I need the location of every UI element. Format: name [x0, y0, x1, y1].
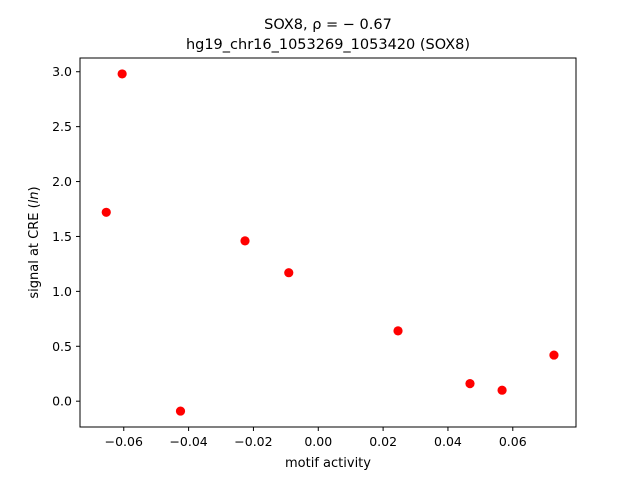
x-axis: −0.06 −0.04 −0.02 0.00 0.02 0.04 0.06 [105, 427, 527, 449]
data-point [497, 385, 507, 395]
y-tick-label: 2.5 [52, 119, 72, 134]
data-point [284, 268, 294, 278]
y-axis-label-prefix: signal at CRE ( [27, 203, 42, 298]
x-tick-label: −0.06 [105, 434, 143, 449]
y-axis-label-suffix: ) [27, 186, 42, 191]
y-tick-label: 1.0 [52, 284, 72, 299]
x-tick-label: 0.00 [304, 434, 332, 449]
y-axis-label: signal at CRE (ln) [27, 186, 42, 298]
x-tick-label: −0.04 [169, 434, 207, 449]
data-point [393, 326, 403, 336]
plot-area-frame [79, 57, 577, 428]
data-point [101, 207, 111, 217]
x-tick-label: −0.02 [234, 434, 272, 449]
data-point [465, 379, 475, 389]
points-layer [101, 69, 559, 416]
x-tick-label: 0.02 [369, 434, 397, 449]
y-axis-label-italic: ln [27, 191, 42, 203]
y-axis: 0.0 0.5 1.0 1.5 2.0 2.5 3.0 [52, 64, 80, 409]
x-tick-label: 0.04 [434, 434, 462, 449]
y-tick-label: 2.0 [52, 174, 72, 189]
data-point [240, 236, 250, 246]
y-tick-label: 0.5 [52, 339, 72, 354]
y-tick-label: 1.5 [52, 229, 72, 244]
x-axis-label: motif activity [285, 456, 371, 471]
y-tick-label: 3.0 [52, 64, 72, 79]
data-point [117, 69, 127, 79]
chart-title-line2: hg19_chr16_1053269_1053420 (SOX8) [186, 37, 470, 53]
data-point [175, 406, 186, 416]
chart-title-line1: SOX8, ρ = − 0.67 [264, 17, 392, 33]
x-tick-label: 0.06 [499, 434, 527, 449]
data-point [549, 350, 559, 360]
y-tick-label: 0.0 [52, 394, 72, 409]
